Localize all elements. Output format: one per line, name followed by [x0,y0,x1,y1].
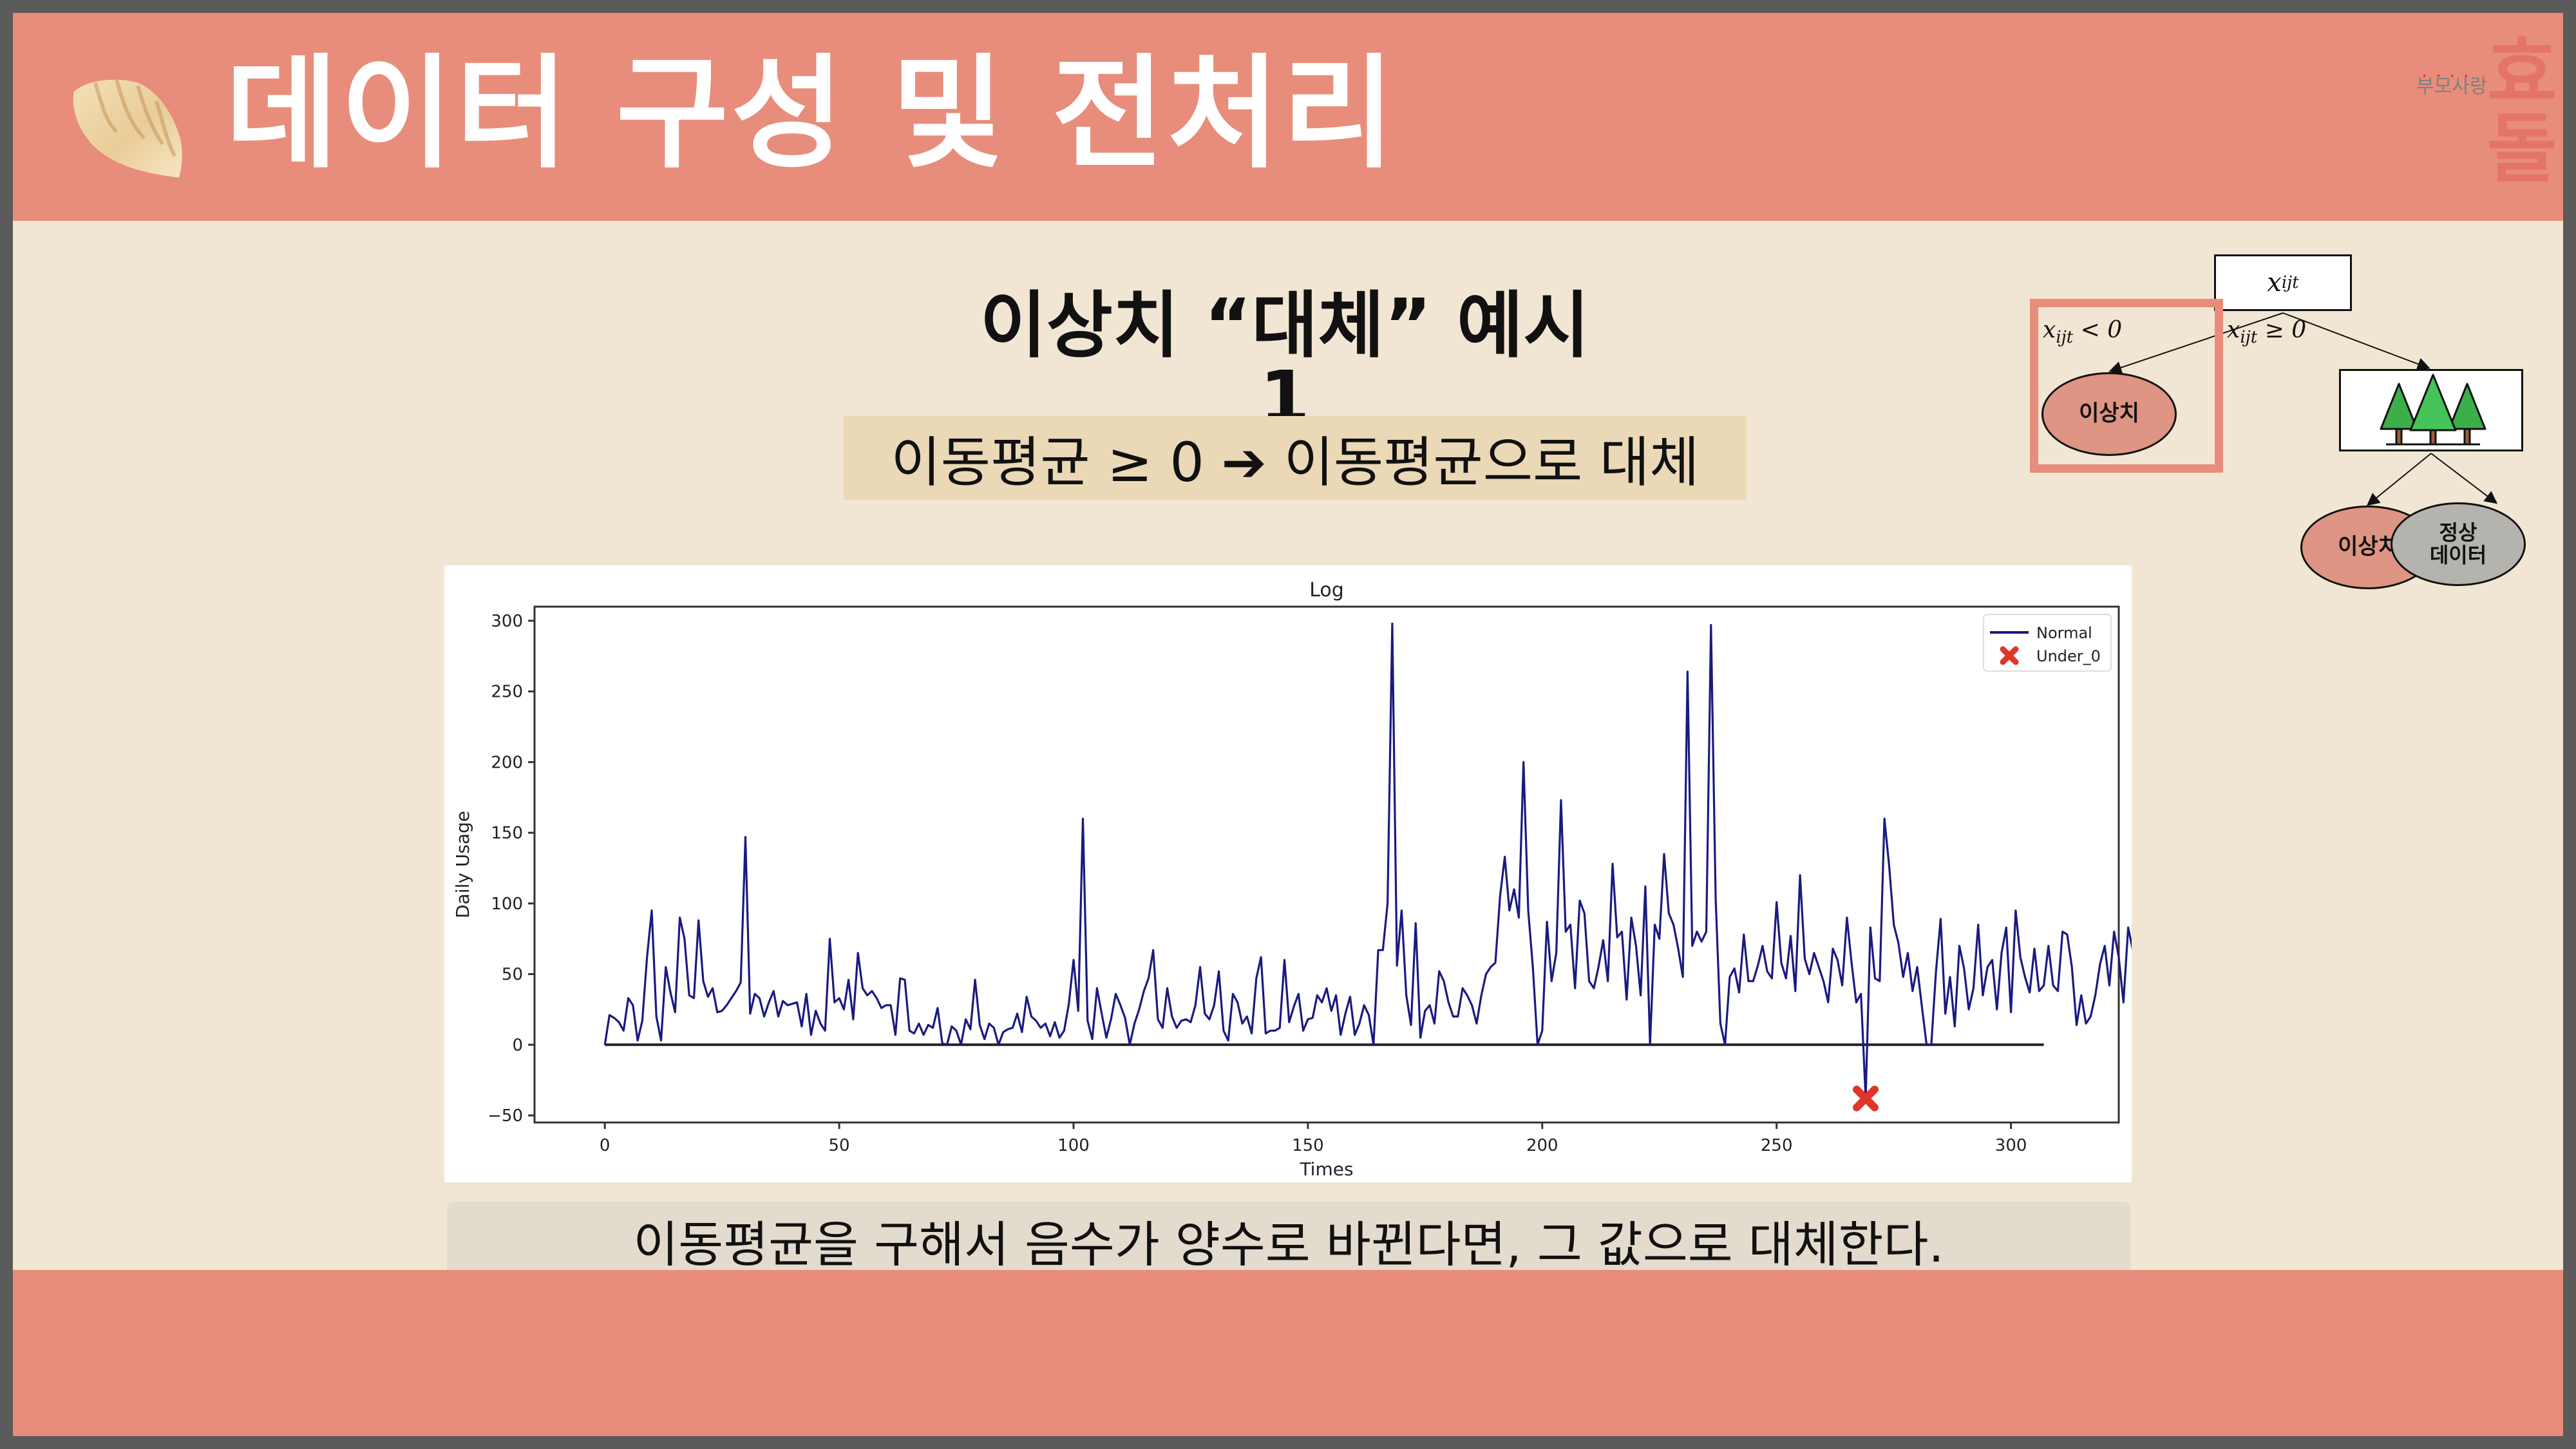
legend-under0-label: Under_0 [2036,647,2101,665]
y-tick-label: 100 [491,895,523,914]
logo-tagline: 부모사랑 [2416,75,2488,98]
highlight-frame [2030,299,2223,473]
y-tick-label: 300 [491,612,523,631]
y-tick-label: 250 [491,683,523,702]
header-bar: 데이터 구성 및 전처리 ···· 부모사랑 효돌 [13,13,2563,221]
y-tick-label: 150 [491,824,523,843]
legend-x-marker-icon [2000,646,2019,665]
chart-legend [1983,614,2112,672]
condition-negative: xijt < 0 [2043,317,2123,348]
x-axis-label: Times [1299,1159,1353,1180]
legend-normal-label: Normal [2036,624,2092,642]
rule-box: 이동평균 ≥ 0 ➔ 이동평균으로 대체 [844,416,1747,500]
x-tick-label: 150 [1292,1136,1324,1155]
tree-edges [2108,312,2498,506]
chart-title: Log [1309,579,1344,601]
normal-data-node: 정상 데이터 [2391,502,2526,586]
line-chart: Log −50 0 50 100 150 200 250 300 0 50 100 150 200 250 3… [452,579,2132,1180]
brand-logo: ···· 부모사랑 효돌 [2409,35,2563,187]
decision-tree: x ijt xijt < 0 xijt ≥ 0 이상치 [2022,245,2563,670]
x-tick-label: 200 [1526,1136,1558,1155]
slide: 데이터 구성 및 전처리 ···· 부모사랑 효돌 이상치 “대체” 예시1 이… [13,13,2563,1436]
section-subtitle: 이상치 “대체” 예시1 [980,284,1590,440]
y-axis-label: Daily Usage [452,811,473,918]
y-tick-label: 200 [491,753,523,772]
dumpling-icon [73,79,182,178]
under-zero-marker [1852,1085,1879,1112]
forest-icon [2380,374,2486,446]
caption-text: 이동평균을 구해서 음수가 양수로 바뀐다면, 그 값으로 대체한다. [633,1216,1944,1273]
x-tick-label: 100 [1057,1136,1090,1155]
chart-panel: Log −50 0 50 100 150 200 250 300 0 50 100 150 200 250 3… [444,565,2132,1182]
condition-nonnegative: xijt ≥ 0 [2227,317,2307,348]
random-forest-node [2339,369,2523,451]
logo-wordmark: 효돌 [2487,28,2557,193]
x-tick-label: 300 [1995,1136,2027,1155]
footer-bar [13,1270,2563,1436]
tree-root-node: x ijt [2214,254,2352,311]
caption-box: 이동평균을 구해서 음수가 양수로 바뀐다면, 그 값으로 대체한다. [447,1202,2130,1279]
plot-frame [533,605,2120,1124]
y-tick-label: 50 [502,965,523,985]
x-tick-label: 0 [600,1136,611,1155]
normal-series-line [603,622,2132,1100]
x-tick-label: 250 [1761,1136,1793,1155]
logo-dots: ···· [2421,65,2477,88]
outlier-node: 이상치 [2041,372,2177,456]
x-tick-label: 50 [829,1136,850,1155]
page-title: 데이터 구성 및 전처리 [225,43,1397,185]
y-tick-label: −50 [488,1106,523,1126]
y-tick-label: 0 [512,1036,523,1055]
rule-text: 이동평균 ≥ 0 ➔ 이동평균으로 대체 [891,430,1700,494]
